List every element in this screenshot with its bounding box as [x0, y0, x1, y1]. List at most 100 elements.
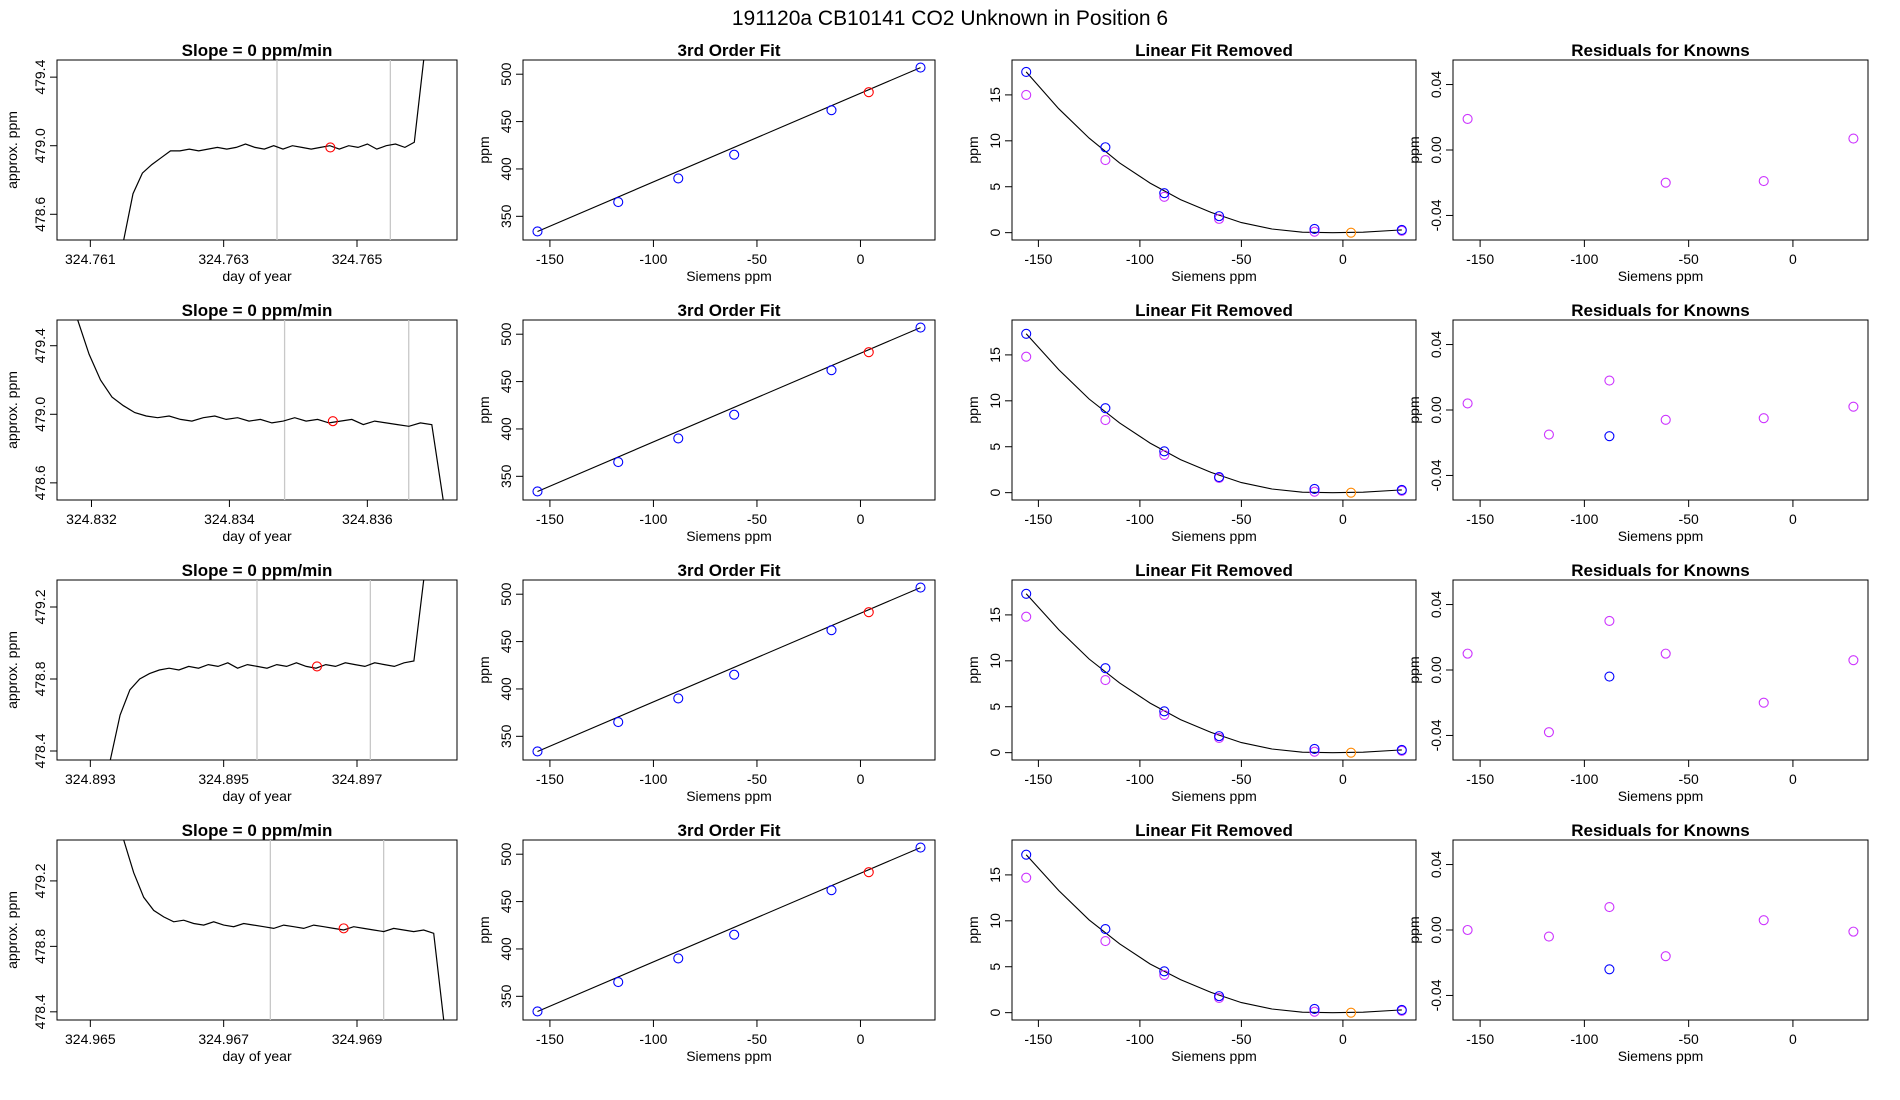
- x-tick-label: 0: [1339, 1031, 1347, 1047]
- panel-title: Residuals for Knowns: [1571, 301, 1750, 320]
- known-point: [1396, 484, 1407, 495]
- x-tick-label: -150: [536, 771, 564, 787]
- plot-frame: [1011, 319, 1417, 501]
- x-axis-label: Siemens ppm: [1171, 268, 1257, 284]
- x-tick-label: -50: [1231, 771, 1251, 787]
- x-tick-label: 0: [857, 251, 865, 267]
- panel-r3c3: Linear Fit Removed -150 -100 -50 0 0 5 10 15 Siem…: [965, 561, 1417, 804]
- magenta-point: [1021, 89, 1032, 100]
- known-point: [1214, 211, 1225, 222]
- known-point: [673, 693, 684, 704]
- panel-title: Slope = 0 ppm/min: [182, 821, 333, 840]
- y-tick-label: 0: [987, 1009, 1003, 1017]
- y-tick-label: 350: [498, 724, 514, 748]
- unknown-point: [863, 607, 874, 618]
- plot-area: [532, 62, 926, 237]
- magenta-point: [1758, 413, 1769, 424]
- y-tick-label: 400: [498, 937, 514, 961]
- known-point: [826, 365, 837, 376]
- y-tick-label: 500: [498, 842, 514, 866]
- x-tick-label: 324.969: [332, 1031, 383, 1047]
- magenta-point: [1848, 401, 1859, 412]
- magenta-point: [1309, 1006, 1320, 1017]
- known-point: [826, 105, 837, 116]
- x-tick-label: -150: [1466, 1031, 1494, 1047]
- panel-title: Slope = 0 ppm/min: [182, 301, 333, 320]
- known-point: [532, 486, 543, 497]
- magenta-point: [1100, 415, 1111, 426]
- y-axis-label: approx. ppm: [4, 891, 20, 969]
- x-tick-label: -100: [1126, 251, 1154, 267]
- y-tick-label: 0.04: [1428, 71, 1444, 98]
- magenta-point: [1100, 675, 1111, 686]
- magenta-point: [1214, 213, 1225, 224]
- mean-marker: [327, 416, 338, 427]
- blue-point: [1604, 431, 1615, 442]
- trace-line: [123, 840, 445, 1020]
- x-tick-label: -150: [1024, 251, 1052, 267]
- known-point: [915, 62, 926, 73]
- panel-title: 3rd Order Fit: [678, 821, 781, 840]
- fit-line: [537, 847, 921, 1013]
- known-point: [673, 953, 684, 964]
- x-tick-label: -150: [1466, 511, 1494, 527]
- known-point: [1159, 446, 1170, 457]
- known-point: [915, 322, 926, 333]
- known-point: [1309, 743, 1320, 755]
- magenta-point: [1309, 746, 1320, 757]
- magenta-point: [1660, 177, 1671, 188]
- known-point: [1021, 328, 1032, 339]
- panel-r3c1: Slope = 0 ppm/min 324.893 324.895 324.897 47…: [4, 561, 458, 804]
- known-point: [915, 842, 926, 853]
- known-point: [613, 977, 624, 988]
- magenta-point: [1848, 926, 1859, 937]
- magenta-point: [1159, 969, 1170, 981]
- x-axis-label: Siemens ppm: [1171, 528, 1257, 544]
- x-tick-label: 0: [857, 511, 865, 527]
- x-tick-label: 324.761: [65, 251, 116, 267]
- x-tick-label: -50: [747, 1031, 767, 1047]
- x-tick-label: -100: [639, 1031, 667, 1047]
- y-tick-label: 478.8: [32, 661, 48, 696]
- known-point: [826, 625, 837, 636]
- y-tick-label: 478.4: [32, 733, 48, 768]
- fit-line: [537, 587, 921, 753]
- known-point: [613, 197, 624, 208]
- magenta-point: [1848, 133, 1859, 144]
- panel-r4c4: Residuals for Knowns -150 -100 -50 0 -0.04 0.0…: [1406, 821, 1869, 1064]
- x-axis-label: Siemens ppm: [686, 1048, 772, 1064]
- y-axis-label: ppm: [965, 656, 981, 683]
- panel-r4c3: Linear Fit Removed -150 -100 -50 0 0 5 10 15 Siem…: [965, 821, 1417, 1064]
- plot-frame: [1011, 579, 1417, 761]
- mean-marker: [311, 661, 323, 672]
- known-point: [729, 409, 740, 420]
- y-axis-label: ppm: [1406, 916, 1422, 943]
- x-axis-label: Siemens ppm: [1618, 788, 1704, 804]
- y-tick-label: 400: [498, 417, 514, 441]
- x-tick-label: -150: [536, 251, 564, 267]
- panel-title: Slope = 0 ppm/min: [182, 41, 333, 60]
- y-tick-label: 0.00: [1428, 656, 1444, 683]
- y-tick-label: 15: [987, 867, 1003, 883]
- y-axis-label: ppm: [476, 136, 492, 163]
- unknown-point: [863, 87, 874, 98]
- plot-area: [123, 840, 445, 1020]
- panel-r3c2: 3rd Order Fit -150 -100 -50 0 350 400 450 500 Sie…: [476, 561, 936, 804]
- x-tick-label: 0: [857, 1031, 865, 1047]
- y-tick-label: 479.2: [32, 589, 48, 624]
- trace-line: [77, 320, 444, 500]
- magenta-point: [1660, 951, 1671, 962]
- y-tick-label: 450: [498, 370, 514, 394]
- y-tick-label: 500: [498, 62, 514, 86]
- known-point: [826, 885, 837, 896]
- x-tick-label: 324.832: [66, 511, 117, 527]
- x-tick-label: 324.897: [332, 771, 383, 787]
- fit-line: [1025, 333, 1402, 494]
- y-tick-label: 5: [987, 183, 1003, 191]
- panel-grid: Slope = 0 ppm/min 324.761 324.763 324.765 47…: [4, 41, 1869, 1064]
- magenta-point: [1543, 429, 1554, 440]
- unknown-point: [1345, 1007, 1357, 1018]
- y-tick-label: -0.04: [1428, 199, 1444, 231]
- panel-r2c1: Slope = 0 ppm/min 324.832 324.834 324.836 47…: [4, 301, 458, 544]
- trace-line: [109, 580, 425, 760]
